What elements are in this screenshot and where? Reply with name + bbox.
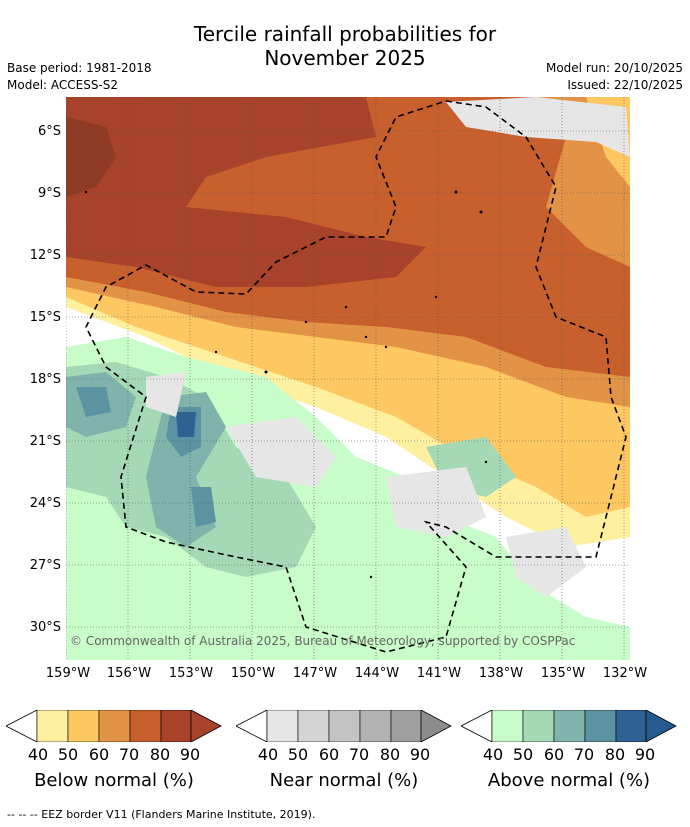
above-swatch-2 — [522, 710, 555, 742]
below-swatch-4 — [129, 710, 162, 742]
lat-label: 21°S — [29, 434, 61, 449]
near-swatch-4 — [359, 710, 392, 742]
near-normal-patch-4 — [146, 372, 186, 417]
below-tick: 40 — [27, 745, 49, 764]
above-swatch-4 — [584, 710, 617, 742]
lat-label: 12°S — [29, 248, 61, 263]
below-tick: 80 — [149, 745, 171, 764]
lon-label: 144°W — [354, 666, 400, 681]
below-swatch-5 — [160, 710, 192, 742]
near-normal-patch-2 — [386, 467, 486, 537]
above-arrow-right — [645, 710, 677, 742]
near-normal-colorbar — [236, 710, 452, 742]
lon-label: 141°W — [416, 666, 462, 681]
below-normal-90 — [66, 117, 116, 197]
eez-footnote: -- -- -- EEZ border V11 (Flanders Marine… — [7, 808, 316, 821]
grid-lines — [66, 97, 630, 660]
lon-label: 156°W — [106, 666, 152, 681]
above-tick: 40 — [482, 745, 504, 764]
near-normal-label: Near normal (%) — [269, 770, 419, 791]
below-tick: 90 — [179, 745, 201, 764]
above-normal-80 — [176, 412, 196, 437]
meta-left: Base period: 1981-2018 Model: ACCESS-S2 — [7, 60, 152, 94]
model-name: Model: ACCESS-S2 — [7, 78, 119, 92]
near-normal-top-right — [446, 97, 630, 157]
above-swatch-3 — [553, 710, 586, 742]
below-normal-80 — [66, 97, 426, 287]
below-swatch-2 — [67, 710, 100, 742]
lat-label: 27°S — [29, 558, 61, 573]
lon-label: 138°W — [478, 666, 524, 681]
near-tick: 80 — [379, 745, 401, 764]
near-normal-patch-1 — [226, 417, 336, 487]
near-tick: 70 — [348, 745, 370, 764]
probability-map — [66, 97, 630, 660]
islands — [84, 190, 488, 579]
near-tick: 40 — [257, 745, 279, 764]
base-period: Base period: 1981-2018 — [7, 61, 152, 75]
lon-label: 153°W — [168, 666, 214, 681]
below-tick: 70 — [118, 745, 140, 764]
title-line-1: Tercile rainfall probabilities for — [193, 22, 497, 46]
below-normal-label: Below normal (%) — [34, 770, 194, 791]
above-swatch-5 — [615, 710, 647, 742]
near-swatch-3 — [328, 710, 361, 742]
near-tick: 50 — [287, 745, 309, 764]
below-arrow-left — [6, 710, 38, 742]
lon-label: 147°W — [292, 666, 338, 681]
lat-label: 9°S — [37, 186, 61, 201]
above-tick: 50 — [512, 745, 534, 764]
below-tick: 60 — [88, 745, 110, 764]
lon-label: 150°W — [230, 666, 276, 681]
lat-label: 18°S — [29, 372, 61, 387]
lon-label: 159°W — [45, 666, 91, 681]
above-tick: 60 — [543, 745, 565, 764]
below-swatch-3 — [98, 710, 131, 742]
near-arrow-left — [236, 710, 268, 742]
title-line-2: November 2025 — [264, 46, 426, 70]
above-normal-colorbar — [461, 710, 677, 742]
above-tick: 70 — [573, 745, 595, 764]
lat-label: 6°S — [37, 124, 61, 139]
above-tick: 90 — [634, 745, 656, 764]
near-swatch-2 — [297, 710, 330, 742]
below-swatch-1 — [36, 710, 69, 742]
near-tick: 60 — [318, 745, 340, 764]
near-swatch-1 — [266, 710, 299, 742]
copyright-notice: © Commonwealth of Australia 2025, Bureau… — [70, 634, 576, 648]
map-svg — [66, 97, 630, 660]
lat-label: 24°S — [29, 496, 61, 511]
below-tick: 50 — [57, 745, 79, 764]
near-arrow-right — [420, 710, 452, 742]
lat-label: 30°S — [29, 620, 61, 635]
lat-label: 15°S — [29, 310, 61, 325]
near-normal-patch-3 — [506, 527, 586, 597]
near-swatch-5 — [390, 710, 422, 742]
issued-date: Issued: 22/10/2025 — [567, 78, 683, 92]
above-tick: 80 — [604, 745, 626, 764]
lon-label: 135°W — [540, 666, 586, 681]
below-normal-colorbar — [6, 710, 222, 742]
lon-label: 132°W — [602, 666, 648, 681]
near-tick: 90 — [409, 745, 431, 764]
chart-title: Tercile rainfall probabilities for Novem… — [0, 22, 690, 70]
model-run: Model run: 20/10/2025 — [545, 61, 683, 75]
below-arrow-right — [190, 710, 222, 742]
eez-border — [85, 100, 627, 653]
meta-right: Model run: 20/10/2025 Issued: 22/10/2025 — [546, 60, 683, 94]
above-arrow-left — [461, 710, 493, 742]
above-normal-label: Above normal (%) — [487, 770, 651, 791]
above-swatch-1 — [491, 710, 524, 742]
